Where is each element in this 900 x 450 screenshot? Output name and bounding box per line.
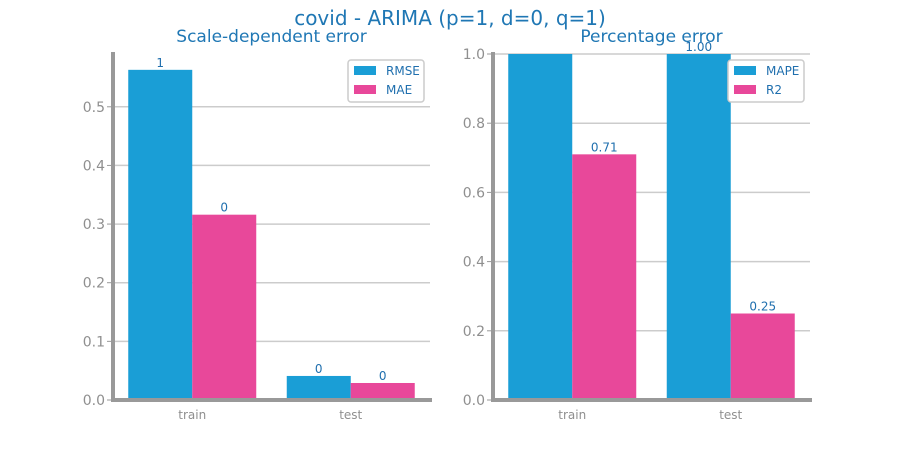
legend-label: MAE <box>386 83 412 97</box>
bar-mape-test <box>666 54 731 400</box>
legend-swatch-mae <box>354 85 376 94</box>
y-tick-label: 0.1 <box>83 334 105 350</box>
y-tick-label: 0.5 <box>83 100 105 116</box>
bar-mae-train <box>192 214 257 400</box>
data-label: 1.00 <box>685 40 712 54</box>
y-tick-label: 1.0 <box>463 47 485 63</box>
y-tick-label: 0.4 <box>83 158 105 174</box>
y-tick-label: 0.2 <box>83 276 105 292</box>
x-tick-label: test <box>339 408 362 422</box>
chart-scale-dependent-error: Scale-dependent error 0.0 0.1 0.2 0.3 0.4 0.5 1… <box>83 27 432 422</box>
bar-rmse-test <box>286 375 351 400</box>
legend-label: MAPE <box>766 64 799 78</box>
y-tick-label: 0.3 <box>83 217 105 233</box>
data-label: 0 <box>379 369 387 383</box>
y-tick-label: 0.4 <box>463 255 485 271</box>
bar-r2-train <box>572 154 637 400</box>
data-label: 0 <box>315 362 323 376</box>
chart-title: Scale-dependent error <box>176 27 366 47</box>
y-tick-label: 0.2 <box>463 324 485 340</box>
bar-mae-test <box>350 382 415 400</box>
legend-swatch-rmse <box>354 66 376 75</box>
chart-percentage-error: Percentage error 0.0 0.2 0.4 0.6 0.8 1.0 0.71 tr… <box>463 27 812 422</box>
figure-title: covid - ARIMA (p=1, d=0, q=1) <box>294 6 606 30</box>
legend-label: RMSE <box>386 64 420 78</box>
data-label: 0.25 <box>749 300 776 314</box>
y-tick-label: 0.0 <box>83 393 105 409</box>
data-label: 0.71 <box>591 140 618 154</box>
x-tick-label: train <box>178 408 206 422</box>
legend-label: R2 <box>766 83 782 97</box>
legend-swatch-mape <box>734 66 756 75</box>
bar-r2-test <box>730 313 795 400</box>
y-tick-label: 0.0 <box>463 393 485 409</box>
data-label: 0 <box>220 201 228 215</box>
bar-rmse-train <box>128 69 193 401</box>
legend: RMSE MAE <box>347 59 425 103</box>
legend: MAPE R2 <box>727 59 805 103</box>
y-tick-label: 0.6 <box>463 185 485 201</box>
bar-mape-train <box>508 54 573 400</box>
legend-swatch-r2 <box>734 85 756 94</box>
x-tick-label: train <box>558 408 586 422</box>
chart-title: Percentage error <box>580 27 722 47</box>
data-label: 1 <box>156 56 164 70</box>
x-tick-label: test <box>719 408 742 422</box>
y-tick-label: 0.8 <box>463 116 485 132</box>
